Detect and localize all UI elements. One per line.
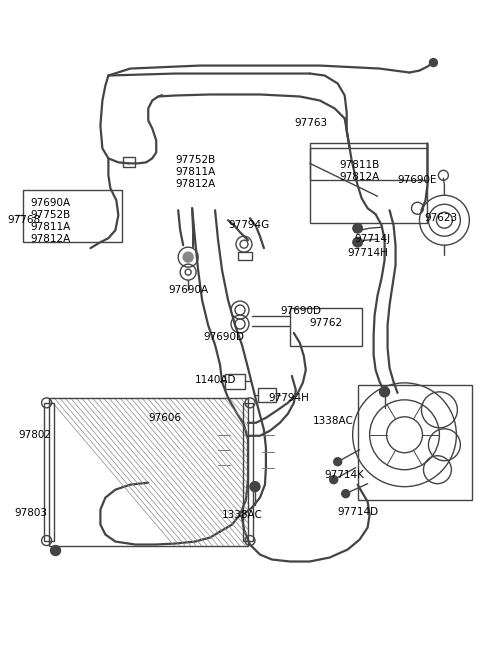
Bar [358,385,472,500]
Text: 97690D: 97690D [203,332,244,342]
Text: 97714K: 97714K [325,470,365,479]
Text: 97606: 97606 [148,413,181,423]
Text: 1140AD: 1140AD [195,375,237,385]
Bar [238,252,252,260]
Text: 97811A: 97811A [31,222,71,233]
Text: 97623: 97623 [424,214,457,223]
Circle shape [334,458,342,466]
Circle shape [183,252,193,262]
Bar [44,403,54,540]
Text: 97811B: 97811B [340,160,380,170]
Text: 1338AC: 1338AC [313,416,354,426]
Circle shape [342,490,350,498]
Bar [290,308,361,346]
Text: 97690A: 97690A [31,198,71,208]
Text: 97763: 97763 [295,119,328,128]
Bar [48,398,248,546]
Text: 97812A: 97812A [340,172,380,182]
Text: 97752B: 97752B [31,210,71,220]
Text: 97803: 97803 [15,508,48,517]
Bar [258,388,276,402]
Text: 97762: 97762 [310,318,343,328]
Bar [23,191,122,242]
Circle shape [353,223,363,233]
Bar [243,403,253,540]
Circle shape [430,58,437,67]
Circle shape [380,387,390,397]
Bar [225,374,245,389]
Text: 97690E: 97690E [397,176,437,185]
Text: 97752B: 97752B [175,155,216,165]
Text: 97802: 97802 [19,430,52,440]
Text: 97714J: 97714J [355,234,391,244]
Text: 97812A: 97812A [175,179,216,189]
Text: 97794H: 97794H [268,393,309,403]
Text: 97811A: 97811A [175,167,216,178]
Bar [123,157,135,167]
Circle shape [330,476,338,483]
Circle shape [250,481,260,492]
Text: 97714H: 97714H [348,248,389,258]
Circle shape [353,237,363,247]
Bar [310,143,428,223]
Bar [310,149,428,180]
Text: 97714D: 97714D [338,506,379,517]
Text: 1338AC: 1338AC [222,510,263,519]
Text: 97690D: 97690D [280,306,321,316]
Text: 97812A: 97812A [31,234,71,244]
Text: 97768: 97768 [8,215,41,225]
Text: 97794G: 97794G [228,220,269,230]
Circle shape [50,546,60,555]
Text: 97690A: 97690A [168,285,208,295]
